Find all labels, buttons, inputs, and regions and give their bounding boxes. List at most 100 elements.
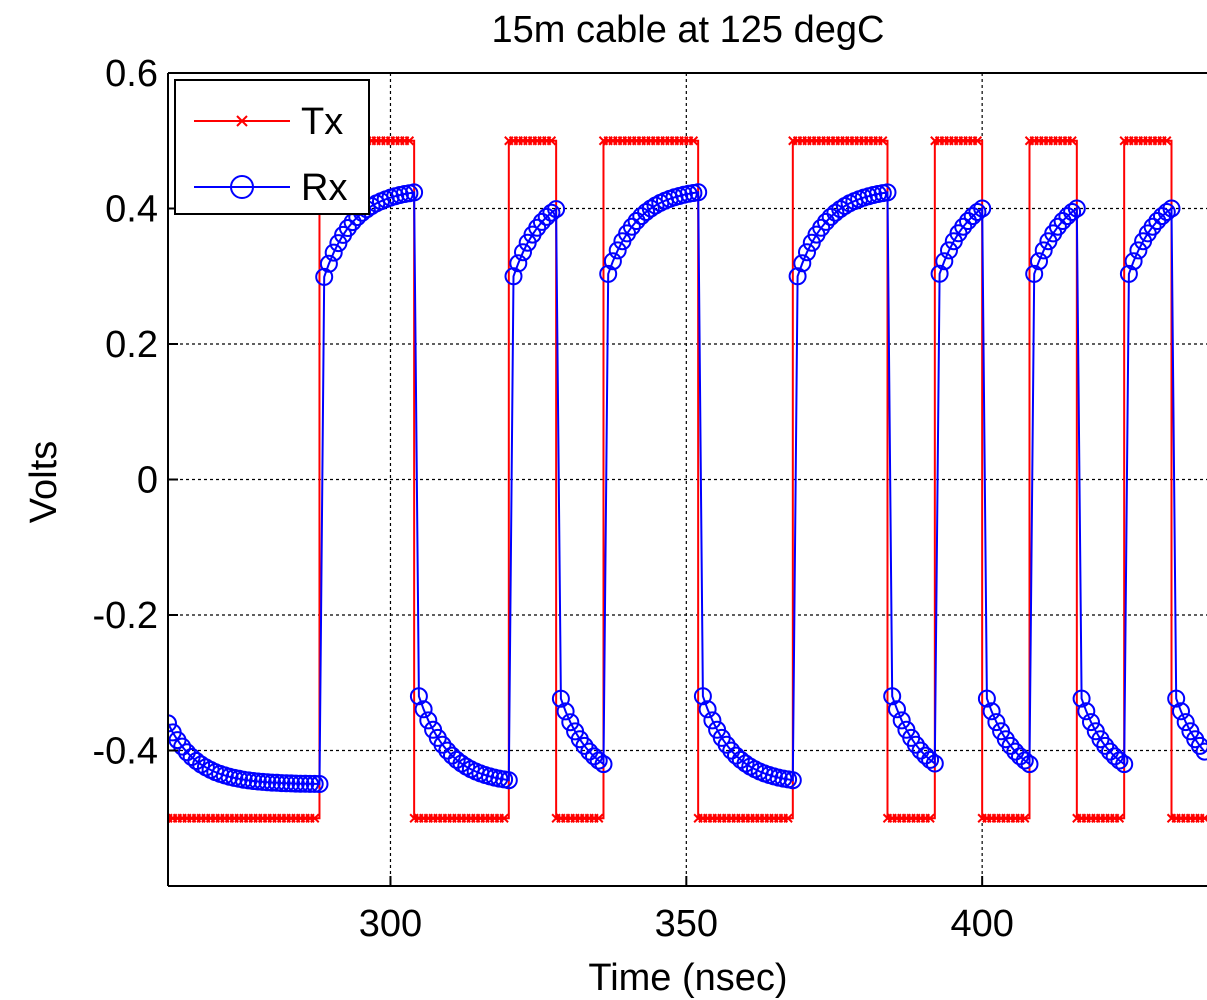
tx-marker: [972, 136, 983, 146]
axes: 300 350 400 0.6 0.4 0.2 0 -0.2 -0.4: [93, 53, 1207, 945]
legend-tx-label: Tx: [301, 101, 343, 143]
x-tick-label: 400: [950, 903, 1013, 945]
plot-area: [168, 136, 1207, 823]
rx-marker: [414, 700, 433, 719]
rx-marker: [315, 267, 334, 286]
rx-marker: [878, 183, 897, 202]
rx-marker: [589, 751, 608, 770]
rx-marker: [580, 742, 599, 761]
rx-marker: [925, 754, 944, 773]
rx-marker: [1082, 713, 1100, 732]
rx-marker: [940, 241, 958, 260]
rx-marker: [258, 773, 277, 792]
rx-marker: [921, 750, 940, 769]
chart-title: 15m cable at 125 degC: [492, 9, 885, 51]
rx-marker: [622, 217, 641, 236]
rx-marker: [263, 773, 282, 792]
rx-marker: [693, 687, 712, 706]
rx-marker: [594, 755, 613, 774]
rx-marker: [528, 218, 547, 237]
y-axis-label: Volts: [23, 441, 65, 523]
tx-marker: [878, 136, 888, 146]
rx-marker: [301, 774, 319, 793]
rx-marker: [599, 264, 618, 283]
rx-marker: [173, 737, 192, 756]
rx-marker: [409, 687, 428, 706]
rx-marker: [689, 183, 708, 202]
rx-marker: [973, 199, 992, 218]
rx-marker: [1067, 199, 1086, 218]
rx-marker: [286, 774, 305, 793]
rx-marker: [1119, 264, 1138, 283]
tx-marker: [546, 136, 557, 146]
rx-marker: [267, 773, 286, 792]
tx-marker: [404, 136, 415, 146]
rx-marker: [1063, 203, 1082, 221]
rx-marker: [1190, 736, 1207, 755]
rx-marker: [703, 711, 722, 730]
rx-marker: [499, 771, 518, 790]
tx-marker: [1199, 813, 1207, 823]
rx-marker: [798, 243, 816, 262]
rx-marker: [717, 735, 736, 754]
rx-marker: [291, 774, 310, 793]
rx-marker: [1124, 252, 1143, 271]
rx-marker: [1110, 751, 1129, 770]
rx-marker: [277, 774, 296, 793]
x-tick-label: 350: [655, 903, 718, 945]
rx-marker: [892, 711, 911, 730]
rx-marker: [1195, 742, 1207, 761]
y-tick-label: 0: [137, 460, 158, 502]
rx-marker: [1167, 689, 1186, 708]
rx-marker: [551, 689, 570, 708]
rx-marker: [911, 741, 930, 760]
tx-marker: [1020, 813, 1030, 823]
y-tick-label: 0.6: [105, 53, 158, 95]
rx-marker: [959, 212, 977, 230]
rx-marker: [438, 741, 457, 760]
rx-marker: [817, 212, 835, 231]
rx-marker: [783, 771, 802, 790]
rx-marker: [547, 200, 566, 219]
rx-marker: [187, 752, 206, 770]
rx-marker: [575, 736, 594, 755]
rx-marker: [514, 243, 532, 262]
rx-marker: [793, 254, 812, 273]
rx-marker: [968, 203, 987, 221]
tx-marker: [1114, 813, 1125, 823]
rx-marker: [433, 735, 452, 754]
rx-marker: [1015, 751, 1034, 770]
rx-marker: [627, 212, 646, 230]
rx-marker: [1115, 755, 1134, 774]
rx-marker: [1162, 199, 1181, 218]
rx-marker: [731, 750, 750, 769]
legend-rx-label: Rx: [301, 167, 347, 209]
rx-marker: [930, 264, 949, 283]
rx-marker: [168, 714, 177, 733]
rx-marker: [987, 713, 1006, 732]
rx-marker: [405, 183, 424, 202]
x-tick-label: 300: [359, 903, 422, 945]
tx-marker: [925, 813, 935, 823]
rx-marker: [788, 267, 807, 286]
rx-marker: [1172, 702, 1190, 721]
rx-marker: [641, 199, 660, 218]
rx-marker: [603, 252, 622, 271]
rx-marker: [1001, 736, 1020, 755]
y-tick-label: -0.2: [93, 595, 158, 637]
rx-marker: [1053, 212, 1072, 230]
rx-marker: [1176, 713, 1195, 732]
tx-marker: [688, 136, 699, 146]
rx-marker: [977, 689, 996, 708]
rx-marker: [888, 700, 906, 719]
y-tick-label: -0.4: [93, 731, 158, 773]
rx-marker: [305, 774, 324, 793]
rx-marker: [982, 702, 1001, 721]
rx-marker: [1048, 217, 1067, 236]
rx-marker: [319, 254, 338, 273]
rx-marker: [826, 203, 845, 222]
rx-marker: [504, 267, 523, 286]
rx-marker: [296, 774, 315, 793]
rx-marker: [1025, 264, 1044, 283]
